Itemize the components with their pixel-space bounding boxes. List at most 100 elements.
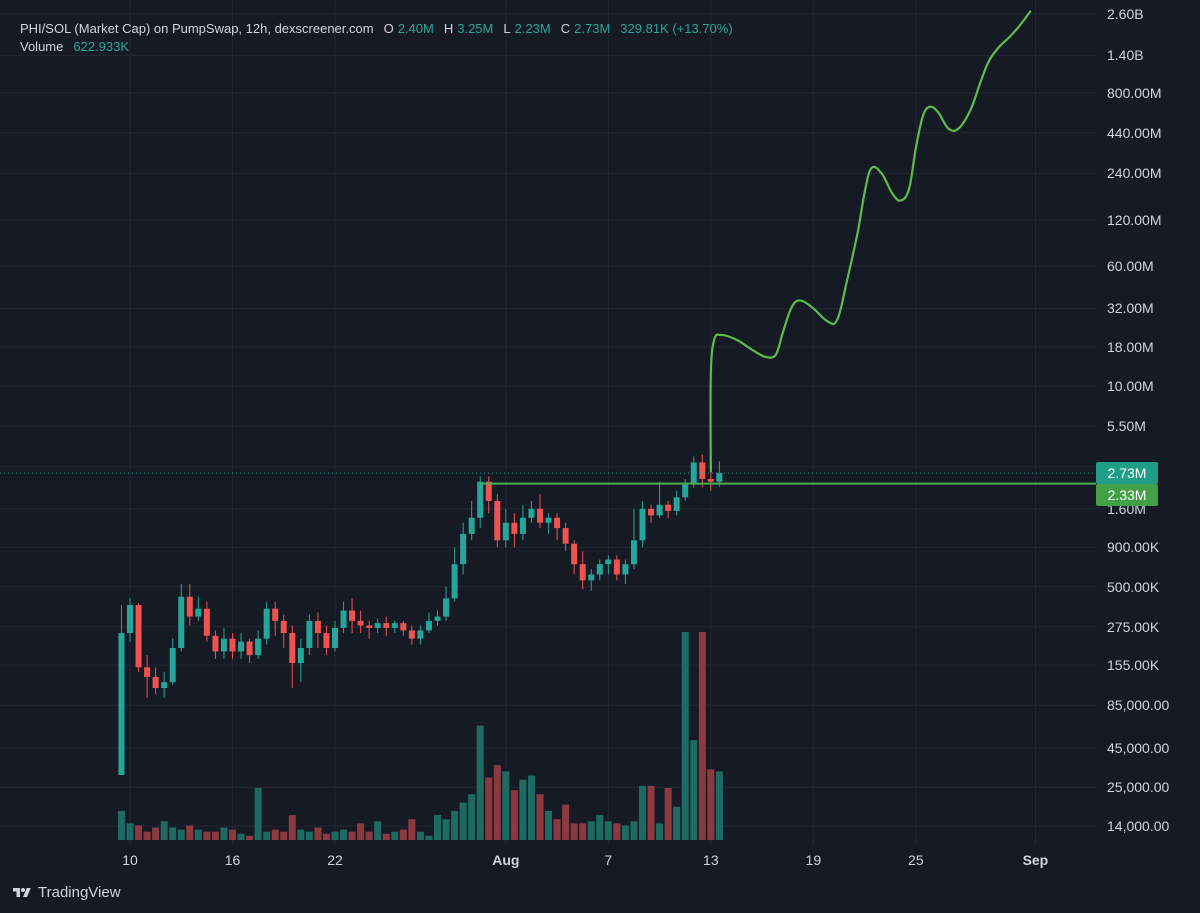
volume-bar [621,825,629,840]
volume-bar [451,810,459,840]
candle-body [195,608,202,617]
level-price-badge: 2.33M [1096,483,1158,506]
time-axis[interactable]: 10 16 22 Aug 7 13 19 25 Sep [0,845,1096,873]
candle-body [306,620,313,649]
volume-bar [690,740,698,840]
volume-bar [468,794,476,840]
open-label: O [383,21,394,36]
candle-body [477,481,484,518]
price-axis-tick: 155.00K [1107,657,1160,674]
candle-body [648,508,655,516]
candle-body [596,564,603,575]
candle-body [605,559,612,565]
price-axis-tick: 1.40B [1107,47,1144,64]
volume-bar [263,831,271,840]
candle-body [280,620,287,634]
volume-bar [408,819,416,840]
candle-body [178,596,185,649]
price-axis-tick: 10.00M [1107,378,1154,395]
candle-body [400,623,407,631]
volume-bar [254,788,262,840]
tradingview-logo-icon [13,887,31,897]
candle-body [545,517,552,523]
price-axis-tick: 440.00M [1107,124,1162,141]
candle-body [588,574,595,581]
price-axis[interactable]: 2.60B 1.40B 800.00M 440.00M 240.00M 120.00M 60… [1096,0,1200,845]
candle-body [673,497,680,511]
candle-body [460,533,467,565]
volume-bar [280,831,288,840]
candle-body [135,605,142,668]
candle-body [417,630,424,639]
volume-bar [186,825,194,840]
projection-curve [709,10,1032,473]
candle-body [665,504,672,511]
candle-body [528,508,535,518]
close-value: 2.73M [574,21,611,36]
volume-bar [476,725,484,840]
volume-bar [117,810,125,840]
low-value: 2.23M [514,21,551,36]
volume-bar [271,829,279,840]
price-axis-tick: 120.00M [1107,211,1162,228]
candle-body [468,517,475,534]
volume-bar [562,804,570,840]
price-axis-tick: 275.00K [1107,618,1160,635]
time-axis-tick: 13 [703,852,719,868]
price-axis-tick: 32.00M [1107,300,1154,317]
candle-body [622,564,629,575]
candle-body [203,608,210,636]
open-value: 2.40M [397,21,434,36]
volume-bar [442,819,450,840]
candle-body [716,473,723,482]
candle-body [169,648,176,683]
volume-bar [211,831,219,840]
candle-body [374,623,381,628]
candle-body [443,598,450,617]
volume-bar [425,835,433,840]
candle-body [144,667,151,677]
volume-bar [229,829,236,840]
last-price-badge: 2.73M [1096,462,1158,485]
volume-bar [322,833,330,840]
volume-bar [536,794,544,840]
price-axis-tick: 2.60B [1107,6,1144,22]
price-axis-tick: 45,000.00 [1107,739,1170,756]
footer: TradingView [12,884,121,901]
candle-body [314,620,321,634]
volume-bar [399,829,407,840]
price-axis-tick: 25,000.00 [1107,779,1170,796]
price-axis-tick: 800.00M [1107,84,1162,101]
candle-body [579,564,586,581]
candle-body [613,559,620,575]
time-axis-tick: Sep [1022,852,1049,868]
price-axis-tick: 18.00M [1107,338,1154,355]
candle-body [289,633,296,663]
volume-bar [416,831,424,840]
volume-label: Volume [20,39,64,54]
volume-bar [177,829,185,840]
price-axis-tick: 240.00M [1107,165,1162,182]
volume-bar [126,823,134,840]
candle-body [161,682,168,689]
volume-value: 622.933K [73,39,130,54]
candle-body [212,635,219,652]
volume-bar [391,831,399,840]
price-axis-tick: 85,000.00 [1107,697,1170,714]
candle-body [630,540,637,565]
volume-bar [288,815,296,840]
volume-bar [630,821,638,840]
high-value: 3.25M [457,21,494,36]
candle-body [340,610,347,628]
volume-bar [382,833,390,840]
candle-body [408,630,415,639]
volume-bar [613,823,621,840]
candle-body [127,605,133,634]
volume-bar [357,823,365,840]
candle-body [332,627,338,649]
candle-body [186,596,193,617]
time-axis-tick: 16 [224,852,241,868]
candle-body [391,623,398,628]
chart-area[interactable]: PHI/SOL (Market Cap) on PumpSwap, 12h, d… [0,0,1096,845]
candle-body [323,633,330,649]
